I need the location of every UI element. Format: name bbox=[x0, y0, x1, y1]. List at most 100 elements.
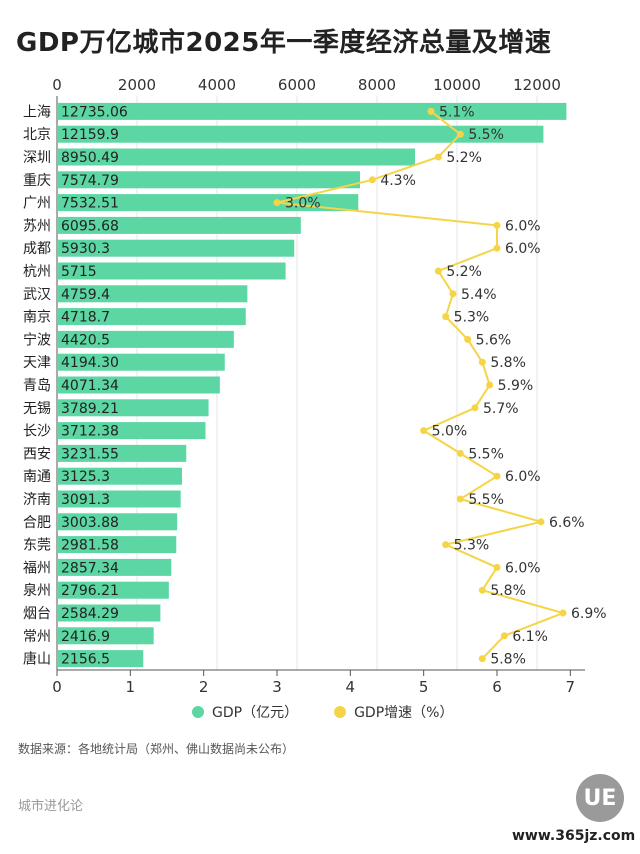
growth-label: 5.3% bbox=[454, 310, 490, 326]
growth-point-19 bbox=[442, 541, 450, 549]
category-label: 北京 bbox=[23, 127, 51, 143]
bar-13 bbox=[57, 399, 209, 417]
category-label: 长沙 bbox=[23, 424, 51, 440]
bar-value-label: 3712.38 bbox=[61, 424, 119, 440]
chart-title: GDP万亿城市2025年一季度经济总量及增速 bbox=[16, 28, 552, 58]
growth-point-9 bbox=[442, 313, 450, 321]
category-label: 青岛 bbox=[23, 378, 51, 394]
growth-point-13 bbox=[471, 404, 479, 412]
bottom-tick-label: 4 bbox=[346, 678, 356, 696]
bar-value-label: 3003.88 bbox=[61, 515, 119, 531]
growth-point-15 bbox=[456, 449, 464, 457]
bar-value-label: 2981.58 bbox=[61, 538, 119, 554]
bar-value-label: 7574.79 bbox=[61, 173, 119, 189]
growth-point-10 bbox=[464, 335, 472, 343]
bar-value-label: 12159.9 bbox=[61, 127, 119, 143]
growth-point-3 bbox=[368, 176, 376, 184]
growth-point-6 bbox=[493, 244, 501, 252]
bar-14 bbox=[57, 422, 206, 440]
source-note: 数据来源：各地统计局（郑州、佛山数据尚未公布） bbox=[18, 742, 295, 756]
top-tick-label: 0 bbox=[52, 76, 62, 94]
growth-point-16 bbox=[493, 472, 501, 480]
bar-value-label: 2416.9 bbox=[61, 629, 110, 645]
growth-point-21 bbox=[478, 586, 486, 594]
bar-6 bbox=[57, 239, 295, 257]
category-label: 烟台 bbox=[23, 606, 51, 622]
bar-value-label: 4759.4 bbox=[61, 287, 110, 303]
growth-label: 5.5% bbox=[468, 446, 504, 462]
growth-point-17 bbox=[456, 495, 464, 503]
growth-point-22 bbox=[559, 609, 567, 617]
bar-value-label: 2796.21 bbox=[61, 583, 119, 599]
bar-value-label: 5930.3 bbox=[61, 241, 110, 257]
growth-label: 5.2% bbox=[446, 264, 482, 280]
growth-label: 6.0% bbox=[505, 469, 541, 485]
bottom-tick-label: 3 bbox=[272, 678, 282, 696]
growth-point-0 bbox=[427, 107, 435, 115]
bar-5 bbox=[57, 216, 301, 234]
growth-label: 5.5% bbox=[468, 492, 504, 508]
bar-4 bbox=[57, 194, 359, 212]
category-label: 上海 bbox=[23, 104, 51, 120]
bar-value-label: 6095.68 bbox=[61, 218, 119, 234]
category-label: 西安 bbox=[23, 446, 51, 462]
growth-label: 5.9% bbox=[498, 378, 534, 394]
growth-point-5 bbox=[493, 221, 501, 229]
legend-label-growth: GDP增速（%） bbox=[354, 705, 454, 721]
growth-label: 6.0% bbox=[505, 241, 541, 257]
category-label: 宁波 bbox=[23, 331, 51, 348]
bar-value-label: 2857.34 bbox=[61, 560, 119, 576]
category-label: 深圳 bbox=[23, 150, 51, 166]
bar-value-label: 7532.51 bbox=[61, 196, 119, 212]
bar-9 bbox=[57, 308, 246, 326]
growth-label: 6.9% bbox=[571, 606, 607, 622]
top-tick-label: 2000 bbox=[118, 76, 156, 94]
growth-label: 5.6% bbox=[476, 332, 512, 348]
bar-20 bbox=[57, 558, 172, 576]
bar-18 bbox=[57, 513, 178, 531]
growth-point-4 bbox=[273, 199, 281, 207]
top-tick-label: 8000 bbox=[358, 76, 396, 94]
category-label: 泉州 bbox=[23, 582, 51, 599]
legend-swatch-growth bbox=[334, 706, 347, 718]
bar-value-label: 3789.21 bbox=[61, 401, 119, 417]
growth-point-11 bbox=[478, 358, 486, 366]
growth-label: 5.4% bbox=[461, 287, 497, 303]
bar-value-label: 3091.3 bbox=[61, 492, 110, 508]
growth-point-14 bbox=[420, 427, 428, 435]
growth-point-12 bbox=[486, 381, 494, 389]
bar-value-label: 4718.7 bbox=[61, 310, 110, 326]
bar-10 bbox=[57, 330, 234, 348]
bar-15 bbox=[57, 444, 187, 462]
top-tick-label: 4000 bbox=[198, 76, 236, 94]
growth-label: 3.0% bbox=[285, 196, 321, 212]
bar-value-label: 4194.30 bbox=[61, 355, 119, 371]
bar-1 bbox=[57, 125, 544, 143]
bar-21 bbox=[57, 581, 169, 599]
growth-label: 6.0% bbox=[505, 560, 541, 576]
bar-2 bbox=[57, 148, 416, 166]
bottom-tick-label: 6 bbox=[492, 678, 502, 696]
bar-value-label: 8950.49 bbox=[61, 150, 119, 166]
top-tick-label: 12000 bbox=[513, 76, 561, 94]
growth-point-18 bbox=[537, 518, 545, 526]
site-url: www.365jz.com bbox=[512, 828, 636, 844]
growth-label: 6.0% bbox=[505, 218, 541, 234]
bar-23 bbox=[57, 627, 154, 645]
bar-3 bbox=[57, 171, 360, 189]
bar-0 bbox=[57, 102, 567, 120]
bottom-tick-label: 0 bbox=[52, 678, 62, 696]
top-tick-label: 10000 bbox=[433, 76, 481, 94]
growth-label: 6.6% bbox=[549, 515, 585, 531]
growth-point-2 bbox=[434, 153, 442, 161]
category-label: 南京 bbox=[23, 310, 51, 326]
growth-label: 6.1% bbox=[512, 629, 548, 645]
bar-value-label: 2584.29 bbox=[61, 606, 119, 622]
growth-label: 5.2% bbox=[446, 150, 482, 166]
bar-24 bbox=[57, 650, 144, 668]
category-label: 苏州 bbox=[23, 218, 51, 234]
bar-16 bbox=[57, 467, 183, 485]
growth-label: 5.7% bbox=[483, 401, 519, 417]
legend-item-gdp: GDP（亿元） bbox=[192, 702, 298, 722]
